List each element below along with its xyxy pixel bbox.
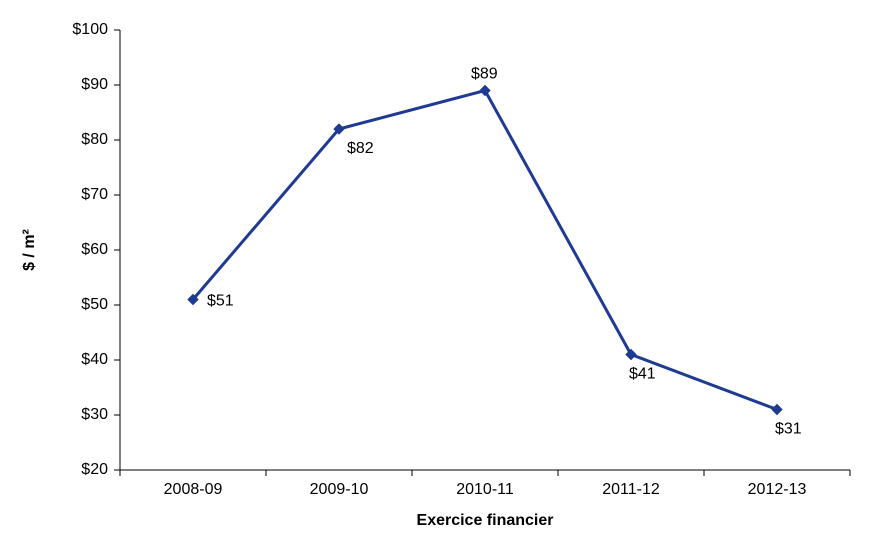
y-tick-label: $20 (81, 461, 108, 478)
data-label: $41 (629, 366, 656, 383)
y-tick-label: $30 (81, 406, 108, 423)
y-tick-label: $70 (81, 186, 108, 203)
x-tick-label: 2011-12 (602, 481, 660, 498)
y-axis-title: $ / m² (21, 229, 38, 271)
y-tick-label: $60 (81, 241, 108, 258)
y-tick-label: $100 (72, 21, 108, 38)
x-tick-label: 2009-10 (310, 481, 369, 498)
x-tick-label: 2008-09 (164, 481, 223, 498)
y-tick-label: $50 (81, 296, 108, 313)
data-label: $89 (471, 66, 498, 83)
line-chart: $20 $30 $40 $50 $60 $70 $80 $90 $100 2008-09 2009-… (0, 0, 880, 556)
data-label: $31 (775, 421, 802, 438)
data-label: $51 (207, 293, 234, 310)
chart-background (0, 0, 880, 556)
x-tick-label: 2012-13 (748, 481, 807, 498)
y-tick-label: $80 (81, 131, 108, 148)
x-axis-title: Exercice financier (417, 512, 554, 529)
x-tick-label: 2010-11 (456, 481, 514, 498)
data-label: $82 (347, 140, 374, 157)
y-tick-label: $40 (81, 351, 108, 368)
y-tick-label: $90 (81, 76, 108, 93)
chart-container: $20 $30 $40 $50 $60 $70 $80 $90 $100 2008-09 2009-… (0, 0, 880, 556)
